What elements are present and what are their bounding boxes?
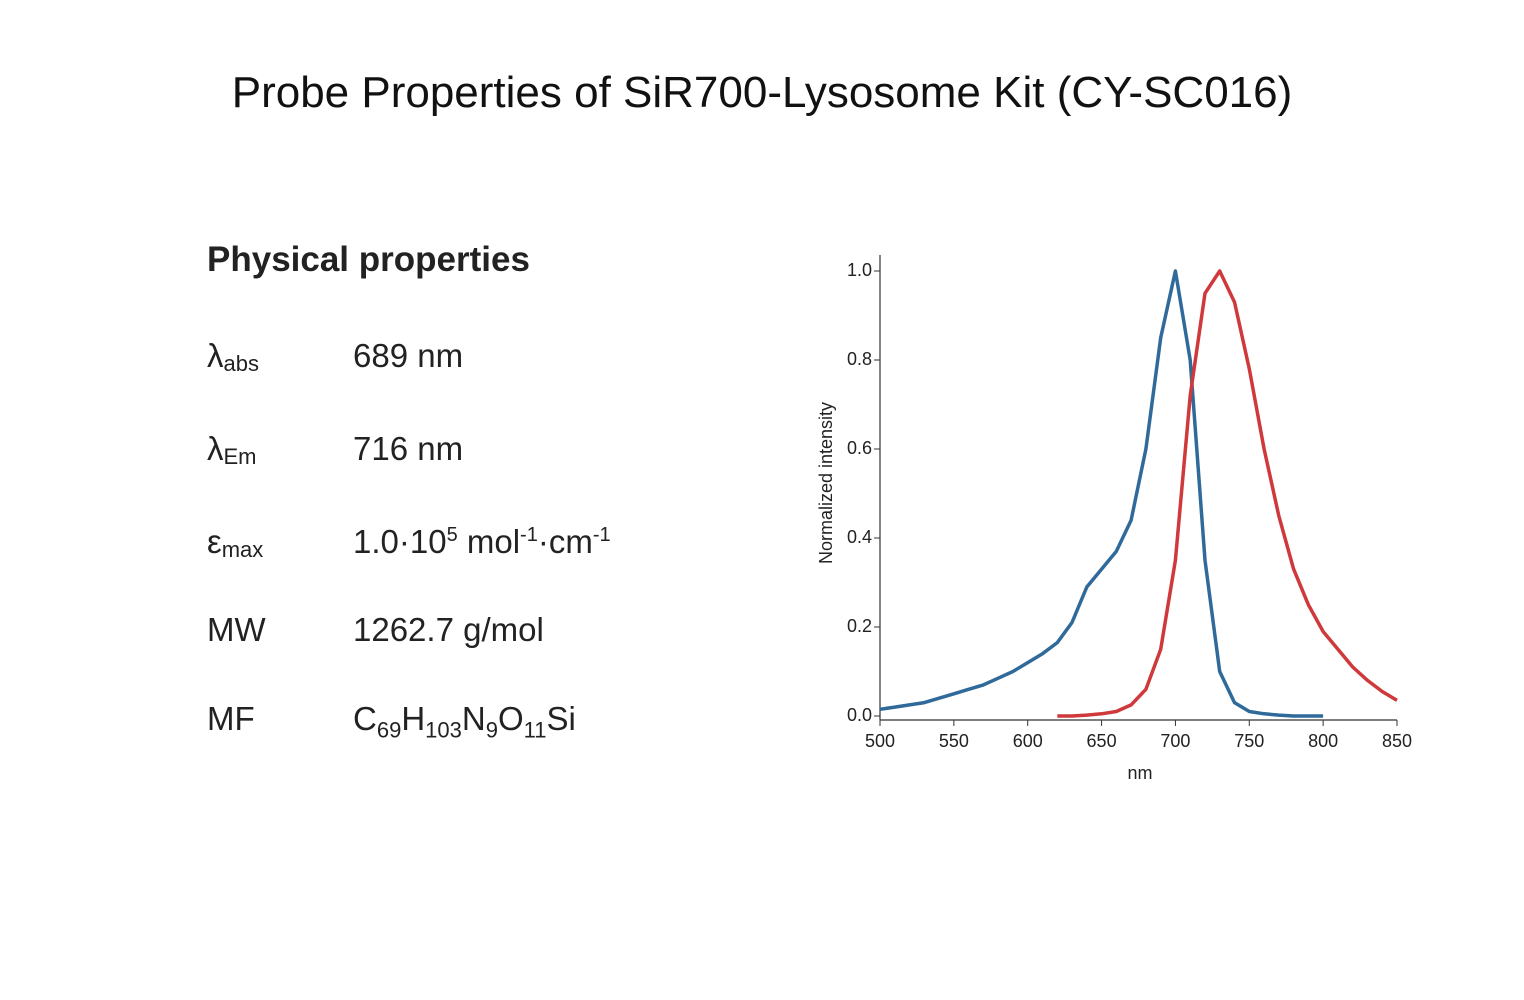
superscript: -1 — [520, 524, 538, 546]
value-part: 1.0·10 — [353, 523, 447, 560]
x-tick-label: 600 — [1013, 731, 1043, 751]
symbol: ε — [207, 523, 222, 560]
subscript: 9 — [485, 717, 498, 743]
subscript: 69 — [376, 717, 402, 743]
subscript: Em — [223, 444, 257, 469]
superscript: 5 — [446, 524, 458, 546]
subscript: 11 — [523, 717, 547, 743]
page-title: Probe Properties of SiR700-Lysosome Kit … — [231, 68, 1293, 117]
subscript: max — [221, 537, 264, 562]
x-tick-label: 750 — [1234, 731, 1264, 751]
x-tick-label: 550 — [939, 731, 969, 751]
property-value: 689 nm — [353, 337, 464, 374]
series-line — [879, 269, 1324, 718]
y-tick-label: 0.4 — [847, 527, 872, 547]
y-axis-title: Normalized intensity — [816, 402, 836, 564]
x-tick-label: 650 — [1087, 731, 1117, 751]
superscript: -1 — [592, 524, 611, 546]
x-axis-title: nm — [1127, 763, 1152, 783]
value-part: mol — [457, 523, 521, 560]
property-value: C69H103N9O11Si — [353, 700, 576, 744]
x-tick-label: 800 — [1308, 731, 1338, 751]
property-label: εmax — [207, 523, 263, 563]
property-value: 716 nm — [353, 430, 464, 467]
y-tick-label: 1.0 — [847, 260, 872, 280]
value-part: Si — [546, 700, 576, 737]
value-part: ·cm — [537, 523, 593, 560]
y-tick-label: 0.8 — [847, 349, 872, 369]
properties-heading: Physical properties — [207, 240, 530, 279]
property-label: λEm — [207, 430, 257, 470]
subscript: 103 — [425, 717, 462, 743]
value-part: N — [461, 700, 486, 737]
symbol: λ — [207, 337, 224, 374]
property-label: λabs — [207, 337, 259, 377]
x-tick-label: 850 — [1382, 731, 1412, 751]
property-value: 1262.7 g/mol — [353, 611, 544, 648]
y-tick-label: 0.2 — [847, 616, 872, 636]
property-label: MW — [207, 611, 266, 648]
value-part: C — [353, 700, 377, 737]
y-tick-label: 0.0 — [847, 705, 872, 725]
series-line — [1057, 269, 1398, 718]
value-part: H — [401, 700, 426, 737]
x-tick-label: 700 — [1160, 731, 1190, 751]
property-label: MF — [207, 700, 255, 737]
subscript: abs — [223, 351, 259, 376]
y-tick-label: 0.6 — [847, 438, 872, 458]
value-part: O — [497, 700, 524, 737]
symbol: λ — [207, 430, 224, 467]
property-value: 1.0·105 mol-1·cm-1 — [353, 523, 611, 561]
x-tick-label: 500 — [865, 731, 895, 751]
